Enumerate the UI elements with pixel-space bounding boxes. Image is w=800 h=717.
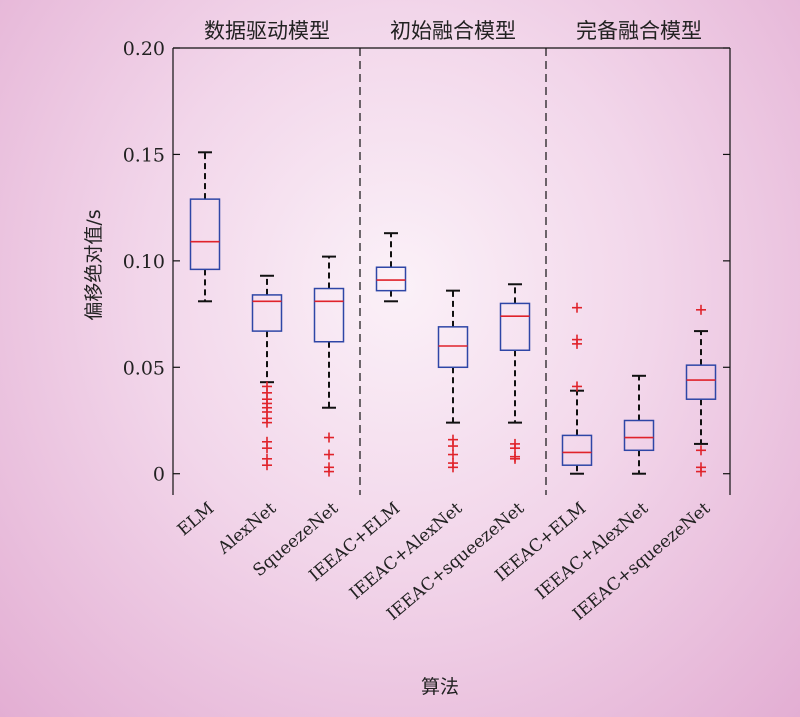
- category-label: IEEAC+AlexNet: [346, 498, 466, 604]
- box-7: [561, 302, 593, 475]
- outlier-marker: [696, 445, 706, 456]
- box-2: [251, 274, 283, 471]
- outlier-marker: [572, 302, 582, 313]
- outlier-marker: [510, 443, 520, 454]
- box-3: [313, 255, 345, 477]
- outlier-marker: [696, 304, 706, 315]
- x-axis-title: 算法: [421, 676, 459, 698]
- box-6: [499, 283, 531, 464]
- y-axis-title: 偏移绝对值/s: [83, 209, 105, 320]
- box-4: [375, 232, 407, 303]
- y-tick-label: 0.05: [123, 357, 165, 379]
- y-tick-label: 0: [153, 464, 165, 486]
- outlier-marker: [262, 443, 272, 454]
- outlier-marker: [572, 338, 582, 349]
- group-separators: [359, 48, 547, 495]
- category-label: ELM: [174, 499, 218, 541]
- outlier-marker: [448, 462, 458, 473]
- iqr-box: [375, 266, 407, 292]
- outlier-marker: [510, 453, 520, 464]
- group-label: 数据驱动模型: [204, 19, 330, 43]
- outlier-marker: [448, 449, 458, 460]
- outlier-marker: [324, 466, 334, 477]
- category-labels: ELMAlexNetSqueezeNetIEEAC+ELMIEEAC+AlexN…: [174, 498, 714, 624]
- box-5: [437, 289, 469, 473]
- outlier-marker: [696, 466, 706, 477]
- box-8: [623, 374, 655, 475]
- boxes: [189, 151, 717, 477]
- iqr-box: [499, 302, 531, 352]
- iqr-box: [437, 326, 469, 369]
- group-label: 完备融合模型: [576, 19, 702, 43]
- iqr-box: [623, 419, 655, 452]
- y-tick-label: 0.15: [123, 144, 165, 166]
- iqr-box: [189, 198, 221, 271]
- outlier-marker: [262, 417, 272, 428]
- iqr-box: [561, 434, 593, 466]
- group-label: 初始融合模型: [390, 19, 516, 43]
- outlier-marker: [572, 381, 582, 392]
- outlier-marker: [324, 432, 334, 443]
- iqr-box: [685, 364, 717, 400]
- box-9: [685, 304, 717, 477]
- box-1: [189, 151, 221, 303]
- y-ticks: 0 0.05 0.10 0.15 0.20: [123, 38, 730, 486]
- iqr-box: [251, 294, 283, 332]
- axes: [172, 47, 731, 495]
- group-labels: 数据驱动模型 初始融合模型 完备融合模型: [204, 19, 702, 43]
- y-tick-label: 0.20: [123, 38, 165, 60]
- outlier-marker: [448, 441, 458, 452]
- outlier-marker: [324, 449, 334, 460]
- category-label: IEEAC+AlexNet: [532, 498, 652, 604]
- iqr-box: [313, 287, 345, 343]
- y-tick-label: 0.10: [123, 251, 165, 273]
- outlier-marker: [262, 460, 272, 471]
